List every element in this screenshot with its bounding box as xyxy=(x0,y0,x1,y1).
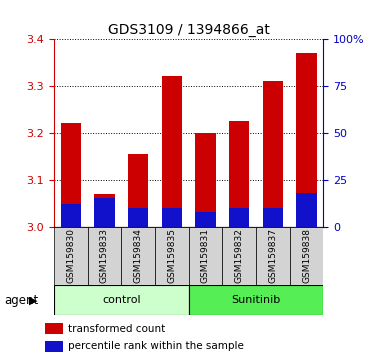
FancyBboxPatch shape xyxy=(189,227,223,285)
FancyBboxPatch shape xyxy=(290,227,323,285)
Text: GSM159835: GSM159835 xyxy=(167,228,176,283)
FancyBboxPatch shape xyxy=(121,227,155,285)
Text: ▶: ▶ xyxy=(29,295,37,305)
Bar xyxy=(45,341,63,352)
Bar xyxy=(128,208,148,227)
Text: GSM159837: GSM159837 xyxy=(268,228,277,283)
Bar xyxy=(263,81,283,227)
FancyBboxPatch shape xyxy=(189,285,323,315)
Text: GSM159831: GSM159831 xyxy=(201,228,210,283)
Text: GSM159832: GSM159832 xyxy=(235,228,244,283)
Bar xyxy=(61,124,81,227)
Text: GSM159833: GSM159833 xyxy=(100,228,109,283)
FancyBboxPatch shape xyxy=(54,227,88,285)
Bar xyxy=(94,199,115,227)
Bar xyxy=(162,76,182,227)
Bar xyxy=(196,133,216,227)
Bar xyxy=(296,193,316,227)
FancyBboxPatch shape xyxy=(155,227,189,285)
Text: percentile rank within the sample: percentile rank within the sample xyxy=(68,341,244,351)
Title: GDS3109 / 1394866_at: GDS3109 / 1394866_at xyxy=(108,23,270,36)
Bar xyxy=(229,121,249,227)
Text: control: control xyxy=(102,295,141,305)
Bar xyxy=(263,208,283,227)
Text: GSM159834: GSM159834 xyxy=(134,228,142,283)
Bar xyxy=(196,212,216,227)
FancyBboxPatch shape xyxy=(223,227,256,285)
Bar xyxy=(296,53,316,227)
FancyBboxPatch shape xyxy=(88,227,121,285)
FancyBboxPatch shape xyxy=(54,285,189,315)
Bar xyxy=(162,208,182,227)
Text: Sunitinib: Sunitinib xyxy=(231,295,281,305)
Bar xyxy=(229,208,249,227)
Text: GSM159838: GSM159838 xyxy=(302,228,311,283)
Bar xyxy=(61,204,81,227)
Bar xyxy=(94,194,115,227)
FancyBboxPatch shape xyxy=(256,227,290,285)
Bar xyxy=(128,154,148,227)
Bar xyxy=(45,323,63,334)
Text: agent: agent xyxy=(4,294,38,307)
Text: transformed count: transformed count xyxy=(68,324,165,333)
Text: GSM159830: GSM159830 xyxy=(66,228,75,283)
